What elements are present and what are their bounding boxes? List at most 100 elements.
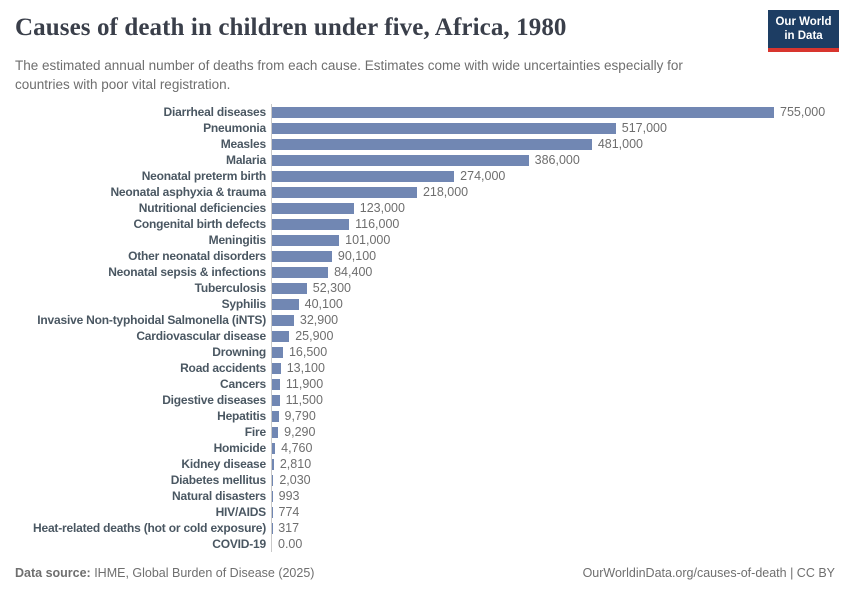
- value-label: 84,400: [334, 265, 373, 279]
- bar-track: 274,000: [271, 168, 835, 184]
- value-label: 0.00: [278, 537, 303, 551]
- bar[interactable]: [272, 330, 290, 342]
- value-label: 11,900: [285, 377, 324, 391]
- value-label: 11,500: [285, 393, 323, 407]
- category-label: Kidney disease: [181, 457, 266, 471]
- category-label: Invasive Non-typhoidal Salmonella (iNTS): [37, 313, 266, 327]
- bar[interactable]: [272, 282, 307, 294]
- bar-track: 11,900: [271, 376, 835, 392]
- category-label: Tuberculosis: [194, 281, 267, 295]
- bar-track: 4,760: [271, 440, 835, 456]
- chart-row: Road accidents 13,100: [15, 360, 835, 376]
- chart-row: Tuberculosis 52,300: [15, 280, 835, 296]
- value-label: 123,000: [359, 201, 405, 215]
- bar[interactable]: [272, 138, 592, 150]
- value-label: 52,300: [312, 281, 351, 295]
- bar[interactable]: [272, 266, 329, 278]
- bar-track: 25,900: [271, 328, 835, 344]
- category-label: Neonatal sepsis & infections: [108, 265, 266, 279]
- value-label: 9,790: [284, 409, 316, 423]
- chart-row: Kidney disease 2,810: [15, 456, 835, 472]
- bar-track: 16,500: [271, 344, 835, 360]
- bar[interactable]: [272, 378, 280, 390]
- bar[interactable]: [272, 234, 340, 246]
- bar[interactable]: [272, 170, 455, 182]
- owid-logo[interactable]: Our World in Data: [768, 10, 839, 52]
- chart-row: Invasive Non-typhoidal Salmonella (iNTS)…: [15, 312, 835, 328]
- bar[interactable]: [272, 122, 616, 134]
- value-label: 9,290: [284, 425, 316, 439]
- bar-track: 517,000: [271, 120, 835, 136]
- value-label: 25,900: [295, 329, 334, 343]
- chart-row: Pneumonia 517,000: [15, 120, 835, 136]
- bar[interactable]: [272, 250, 332, 262]
- bar[interactable]: [272, 426, 279, 438]
- bar-track: 755,000: [271, 104, 835, 120]
- bar[interactable]: [272, 202, 354, 214]
- bar-track: 386,000: [271, 152, 835, 168]
- bar[interactable]: [272, 346, 283, 358]
- bar-track: 774: [271, 504, 835, 520]
- bar[interactable]: [272, 186, 417, 198]
- category-label: Road accidents: [180, 361, 266, 375]
- bar[interactable]: [272, 474, 274, 486]
- bar-track: 13,100: [271, 360, 835, 376]
- chart-row: Diabetes mellitus 2,030: [15, 472, 835, 488]
- category-label: Pneumonia: [203, 121, 266, 135]
- license-link[interactable]: OurWorldinData.org/causes-of-death | CC …: [582, 566, 835, 580]
- category-label: Diarrheal diseases: [163, 105, 267, 119]
- value-label: 218,000: [422, 185, 469, 199]
- bar[interactable]: [272, 314, 294, 326]
- category-label: Other neonatal disorders: [128, 249, 266, 263]
- value-label: 2,030: [279, 473, 311, 487]
- value-label: 2,810: [279, 457, 312, 471]
- chart-row: Neonatal preterm birth 274,000: [15, 168, 835, 184]
- value-label: 90,100: [337, 249, 377, 263]
- data-source-label: Data source:: [15, 566, 91, 580]
- value-label: 517,000: [621, 121, 667, 135]
- bar[interactable]: [272, 458, 274, 470]
- bar-track: 116,000: [271, 216, 835, 232]
- bar-track: 9,290: [271, 424, 835, 440]
- category-label: Measles: [220, 137, 267, 151]
- bar-track: 481,000: [271, 136, 835, 152]
- category-label: Heat-related deaths (hot or cold exposur…: [33, 521, 266, 535]
- bar[interactable]: [272, 154, 529, 166]
- bar[interactable]: [272, 394, 280, 406]
- bar[interactable]: [272, 506, 273, 518]
- value-label: 317: [278, 521, 300, 535]
- bar-track: 52,300: [271, 280, 835, 296]
- value-label: 4,760: [281, 441, 313, 455]
- bar[interactable]: [272, 106, 774, 118]
- category-label: HIV/AIDS: [215, 505, 267, 519]
- bar-track: 2,810: [271, 456, 835, 472]
- chart-row: Drowning 16,500: [15, 344, 835, 360]
- chart-row: Hepatitis 9,790: [15, 408, 835, 424]
- chart-row: Nutritional deficiencies 123,000: [15, 200, 835, 216]
- chart-row: Meningitis 101,000: [15, 232, 835, 248]
- bar-track: 0.00: [271, 536, 835, 552]
- bar-track: 317: [271, 520, 835, 536]
- category-label: Digestive diseases: [162, 393, 266, 407]
- chart-title: Causes of death in children under five, …: [15, 14, 567, 41]
- bar[interactable]: [272, 218, 350, 230]
- bar-track: 9,790: [271, 408, 835, 424]
- value-label: 993: [278, 489, 300, 503]
- bar-track: 218,000: [271, 184, 835, 200]
- bar[interactable]: [272, 442, 276, 454]
- bar[interactable]: [272, 410, 279, 422]
- bar[interactable]: [272, 490, 273, 502]
- chart-row: Congenital birth defects 116,000: [15, 216, 835, 232]
- chart-row: Neonatal asphyxia & trauma 218,000: [15, 184, 835, 200]
- chart-row: Measles 481,000: [15, 136, 835, 152]
- bar-track: 2,030: [271, 472, 835, 488]
- category-label: Drowning: [212, 345, 266, 359]
- chart-row: Natural disasters 993: [15, 488, 835, 504]
- bar-track: 90,100: [271, 248, 835, 264]
- value-label: 13,100: [286, 361, 325, 375]
- bar[interactable]: [272, 362, 281, 374]
- bar-track: 84,400: [271, 264, 835, 280]
- data-source: Data source: IHME, Global Burden of Dise…: [15, 566, 314, 580]
- bar-track: 993: [271, 488, 835, 504]
- bar[interactable]: [272, 298, 299, 310]
